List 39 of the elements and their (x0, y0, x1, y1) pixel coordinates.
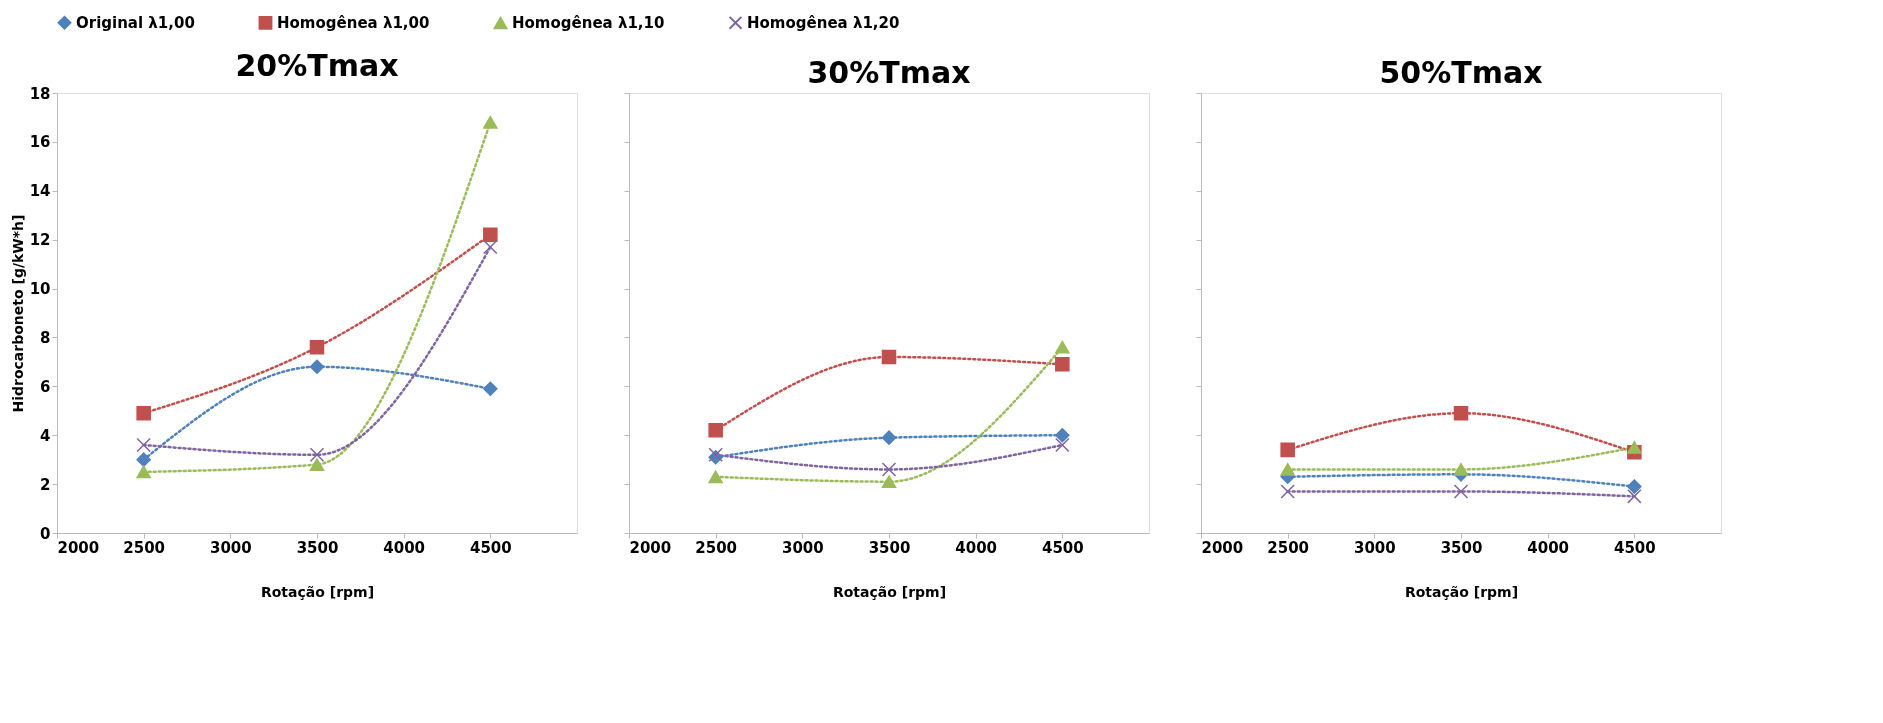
y-tick-label: 0 (40, 524, 51, 543)
chart-title: 30%Tmax (807, 54, 971, 90)
x-tick-label: 2500 (695, 538, 738, 557)
x-tick-label: 2000 (1201, 538, 1244, 557)
x-tick-label: 4000 (955, 538, 998, 557)
x-tick-label: 3500 (296, 538, 339, 557)
y-tick-label: 14 (29, 182, 51, 201)
legend-label: Homogênea λ1,10 (512, 14, 665, 33)
chart-title: 50%Tmax (1379, 54, 1543, 90)
legend-label: Original λ1,00 (76, 13, 195, 32)
x-tick-label: 3000 (1353, 538, 1396, 557)
x-tick-label: 4500 (469, 538, 512, 557)
y-tick-label: 6 (40, 377, 51, 396)
x-tick-label: 4000 (383, 538, 426, 557)
x-tick-label: 3500 (1440, 538, 1483, 557)
x-tick-label: 4500 (1041, 538, 1084, 557)
y-tick-label: 12 (29, 231, 51, 250)
y-tick-label: 2 (40, 475, 51, 494)
y-tick-label: 16 (29, 133, 51, 152)
legend-label: Homogênea λ1,20 (747, 13, 900, 32)
y-tick-label: 10 (29, 280, 51, 299)
x-tick-label: 3000 (781, 538, 824, 557)
y-tick-label: 8 (40, 328, 51, 347)
y-axis-title: Hidrocarboneto [g/kW*h] (9, 214, 26, 413)
x-tick-label: 2000 (629, 538, 672, 557)
y-tick-label: 18 (29, 84, 51, 103)
x-tick-label: 3500 (868, 538, 911, 557)
chart-title: 20%Tmax (235, 48, 399, 83)
x-tick-label: 2000 (57, 538, 100, 557)
x-axis-title: Rotação [rpm] (832, 583, 947, 600)
x-tick-label: 4500 (1613, 538, 1656, 557)
x-tick-label: 2500 (1267, 538, 1310, 557)
x-tick-label: 4000 (1527, 538, 1570, 557)
x-tick-label: 3000 (209, 538, 252, 557)
y-tick-label: 4 (40, 426, 51, 445)
x-axis-title: Rotação [rpm] (260, 583, 375, 600)
x-axis-title: Rotação [rpm] (1404, 583, 1519, 600)
x-tick-label: 2500 (123, 538, 166, 557)
legend-label: Homogênea λ1,00 (277, 13, 430, 32)
